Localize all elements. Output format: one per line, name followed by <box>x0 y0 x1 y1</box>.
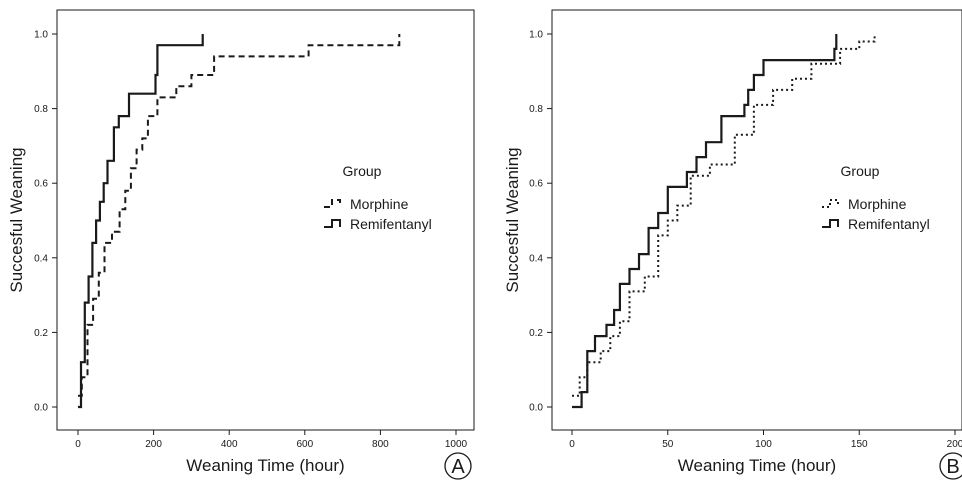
panel-b: 0.0 0.2 0.4 0.6 0.8 1.0 0 50 100 150 200 Weaning Ti… <box>503 9 962 480</box>
y-tick-label: 0.4 <box>34 253 48 264</box>
panel-letter: B <box>946 456 959 478</box>
series-line-morphine <box>78 34 401 397</box>
panel-letter-circle <box>939 452 962 480</box>
y-tick-label: 0.6 <box>529 179 543 190</box>
x-tick-label: 800 <box>372 439 389 450</box>
y-axis-label: Succesful Weaning <box>7 147 26 292</box>
y-tick-label: 0.8 <box>529 104 543 115</box>
y-tick-label: 0.4 <box>529 253 543 264</box>
x-tick-label: 1000 <box>445 439 468 450</box>
x-tick-label: 200 <box>145 439 162 450</box>
y-tick-label: 0.8 <box>34 104 48 115</box>
y-tick-label: 0.6 <box>34 179 48 190</box>
legend-swatch-morphine <box>324 199 341 208</box>
legend-swatch-morphine <box>822 199 839 208</box>
x-axis-label: Weaning Time (hour) <box>678 456 836 475</box>
legend-entry-morphine: Morphine <box>848 196 907 212</box>
plot-frame <box>551 9 962 431</box>
x-tick-label: 0 <box>569 439 575 450</box>
x-tick-label: 0 <box>75 439 81 450</box>
panel-letter-circle <box>444 452 472 480</box>
legend-title: Group <box>841 163 880 179</box>
y-tick-label: 1.0 <box>34 30 48 41</box>
series-line-remifentanyl <box>78 34 204 409</box>
x-tick-label: 50 <box>662 439 674 450</box>
x-tick-label: 400 <box>221 439 238 450</box>
x-tick-label: 200 <box>947 439 962 450</box>
legend-swatch-remifentanyl <box>822 219 839 228</box>
panel-letter: A <box>451 456 465 478</box>
legend-swatch-remifentanyl <box>324 219 341 228</box>
y-tick-label: 1.0 <box>529 30 543 41</box>
y-tick-label: 0.2 <box>34 328 48 339</box>
series-line-morphine <box>572 34 876 397</box>
legend-entry-remifentanyl: Remifentanyl <box>848 216 930 232</box>
x-axis-label: Weaning Time (hour) <box>186 456 344 475</box>
x-tick-label: 150 <box>851 439 868 450</box>
series-line-remifentanyl <box>572 34 838 409</box>
x-tick-label: 100 <box>755 439 772 450</box>
y-tick-label: 0.0 <box>529 403 543 414</box>
y-axis-label: Succesful Weaning <box>503 147 522 292</box>
y-tick-label: 0.2 <box>529 328 543 339</box>
y-tick-label: 0.0 <box>34 403 48 414</box>
legend-title: Group <box>343 163 382 179</box>
legend-entry-morphine: Morphine <box>350 196 409 212</box>
x-tick-label: 600 <box>296 439 313 450</box>
panel-a: 0.0 0.2 0.4 0.6 0.8 1.0 0 200 400 600 800 1000 Weani… <box>7 9 475 480</box>
plot-frame <box>56 9 475 431</box>
legend-entry-remifentanyl: Remifentanyl <box>350 216 432 232</box>
